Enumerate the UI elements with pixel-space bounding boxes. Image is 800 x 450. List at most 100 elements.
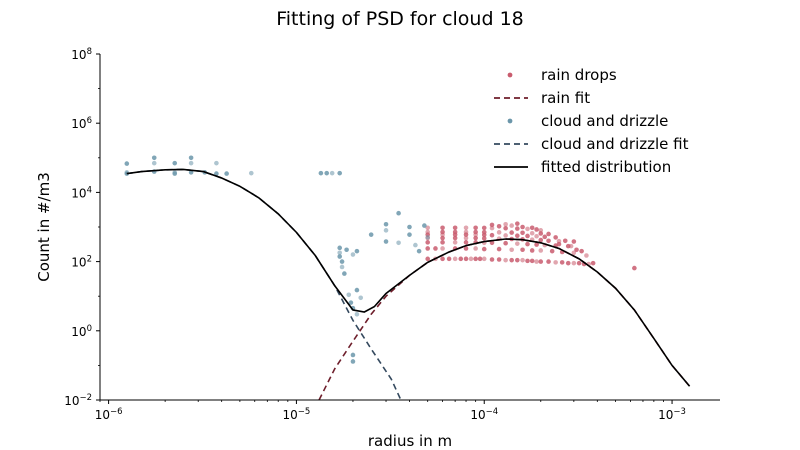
data-point <box>473 229 478 235</box>
data-point <box>339 264 345 270</box>
data-point <box>509 223 514 228</box>
x-tick-label: 10−4 <box>470 407 498 422</box>
data-point <box>463 229 469 235</box>
data-point <box>584 253 589 258</box>
data-point <box>452 225 458 231</box>
data-point <box>425 235 431 240</box>
y-tick-label: 104 <box>71 185 92 200</box>
data-point <box>425 246 431 251</box>
data-point <box>546 259 551 264</box>
data-point <box>407 232 412 237</box>
data-point <box>520 247 525 253</box>
legend-marker <box>507 72 513 78</box>
data-point <box>440 240 445 245</box>
data-point <box>509 257 514 263</box>
data-point <box>538 259 544 264</box>
data-point <box>562 238 568 244</box>
data-point <box>534 227 539 232</box>
data-point <box>515 226 520 231</box>
data-point <box>337 170 343 176</box>
legend-item: fitted distribution <box>494 158 671 176</box>
data-point <box>407 224 412 230</box>
data-point <box>503 221 508 227</box>
data-point <box>425 225 431 231</box>
data-point <box>534 242 539 247</box>
data-point <box>383 239 389 244</box>
data-point <box>496 246 502 252</box>
data-point <box>383 228 389 233</box>
data-point <box>489 222 495 228</box>
data-point <box>529 258 535 264</box>
plot-area <box>124 155 691 400</box>
data-point <box>520 257 525 263</box>
data-point <box>224 171 229 176</box>
y-ticks: 10−2 100 102 104 106 108 <box>64 47 100 408</box>
data-point <box>354 287 360 293</box>
data-point <box>509 247 514 253</box>
data-point <box>452 256 458 262</box>
data-point <box>576 260 582 266</box>
data-point <box>481 246 487 252</box>
data-point <box>529 230 535 236</box>
data-point <box>425 256 431 262</box>
data-point <box>525 258 530 264</box>
x-tick-label: 10−6 <box>95 407 123 422</box>
data-point <box>473 225 478 231</box>
data-point <box>344 247 349 253</box>
data-point <box>534 259 539 264</box>
data-point <box>553 260 558 265</box>
data-point <box>124 161 130 166</box>
data-point <box>188 155 194 161</box>
data-point <box>354 248 360 254</box>
data-point <box>520 224 525 230</box>
data-point <box>503 233 508 238</box>
series-2-points <box>124 155 431 364</box>
y-tick-label: 102 <box>71 255 92 270</box>
data-point <box>515 257 520 263</box>
data-point <box>172 160 178 166</box>
data-point <box>489 240 495 246</box>
data-point <box>151 155 157 161</box>
data-point <box>463 235 469 241</box>
data-point <box>571 260 577 266</box>
data-point <box>452 240 458 245</box>
data-point <box>463 225 469 231</box>
data-point <box>525 233 530 239</box>
data-point <box>509 230 514 235</box>
x-tick-label: 10−3 <box>658 407 686 422</box>
data-point <box>214 160 219 166</box>
data-point <box>468 256 474 262</box>
data-point <box>425 240 431 245</box>
legend-label: rain drops <box>541 66 617 84</box>
y-tick-label: 10−2 <box>64 393 92 408</box>
data-point <box>337 245 343 251</box>
data-point <box>383 221 389 227</box>
data-point <box>396 240 401 246</box>
data-point <box>440 229 445 235</box>
data-point <box>546 238 551 244</box>
x-ticks: 10−6 10−5 10−4 10−3 <box>95 400 686 422</box>
data-point <box>529 225 535 231</box>
data-point <box>452 229 458 235</box>
data-point <box>559 260 565 265</box>
y-tick-label: 100 <box>71 324 92 339</box>
data-point <box>579 248 584 254</box>
data-point <box>433 246 438 251</box>
data-point <box>515 241 520 246</box>
data-point <box>489 232 495 238</box>
data-point <box>520 230 525 236</box>
data-point <box>248 170 254 176</box>
data-point <box>463 240 469 245</box>
data-point <box>489 257 495 262</box>
data-point <box>214 171 219 176</box>
data-point <box>549 248 555 254</box>
data-point <box>489 225 495 231</box>
data-point <box>396 210 401 216</box>
data-point <box>348 300 354 305</box>
legend-label: fitted distribution <box>541 158 671 176</box>
x-tick-label: 10−5 <box>283 407 311 422</box>
data-point <box>538 248 544 253</box>
data-point <box>515 233 520 239</box>
data-point <box>529 248 535 253</box>
